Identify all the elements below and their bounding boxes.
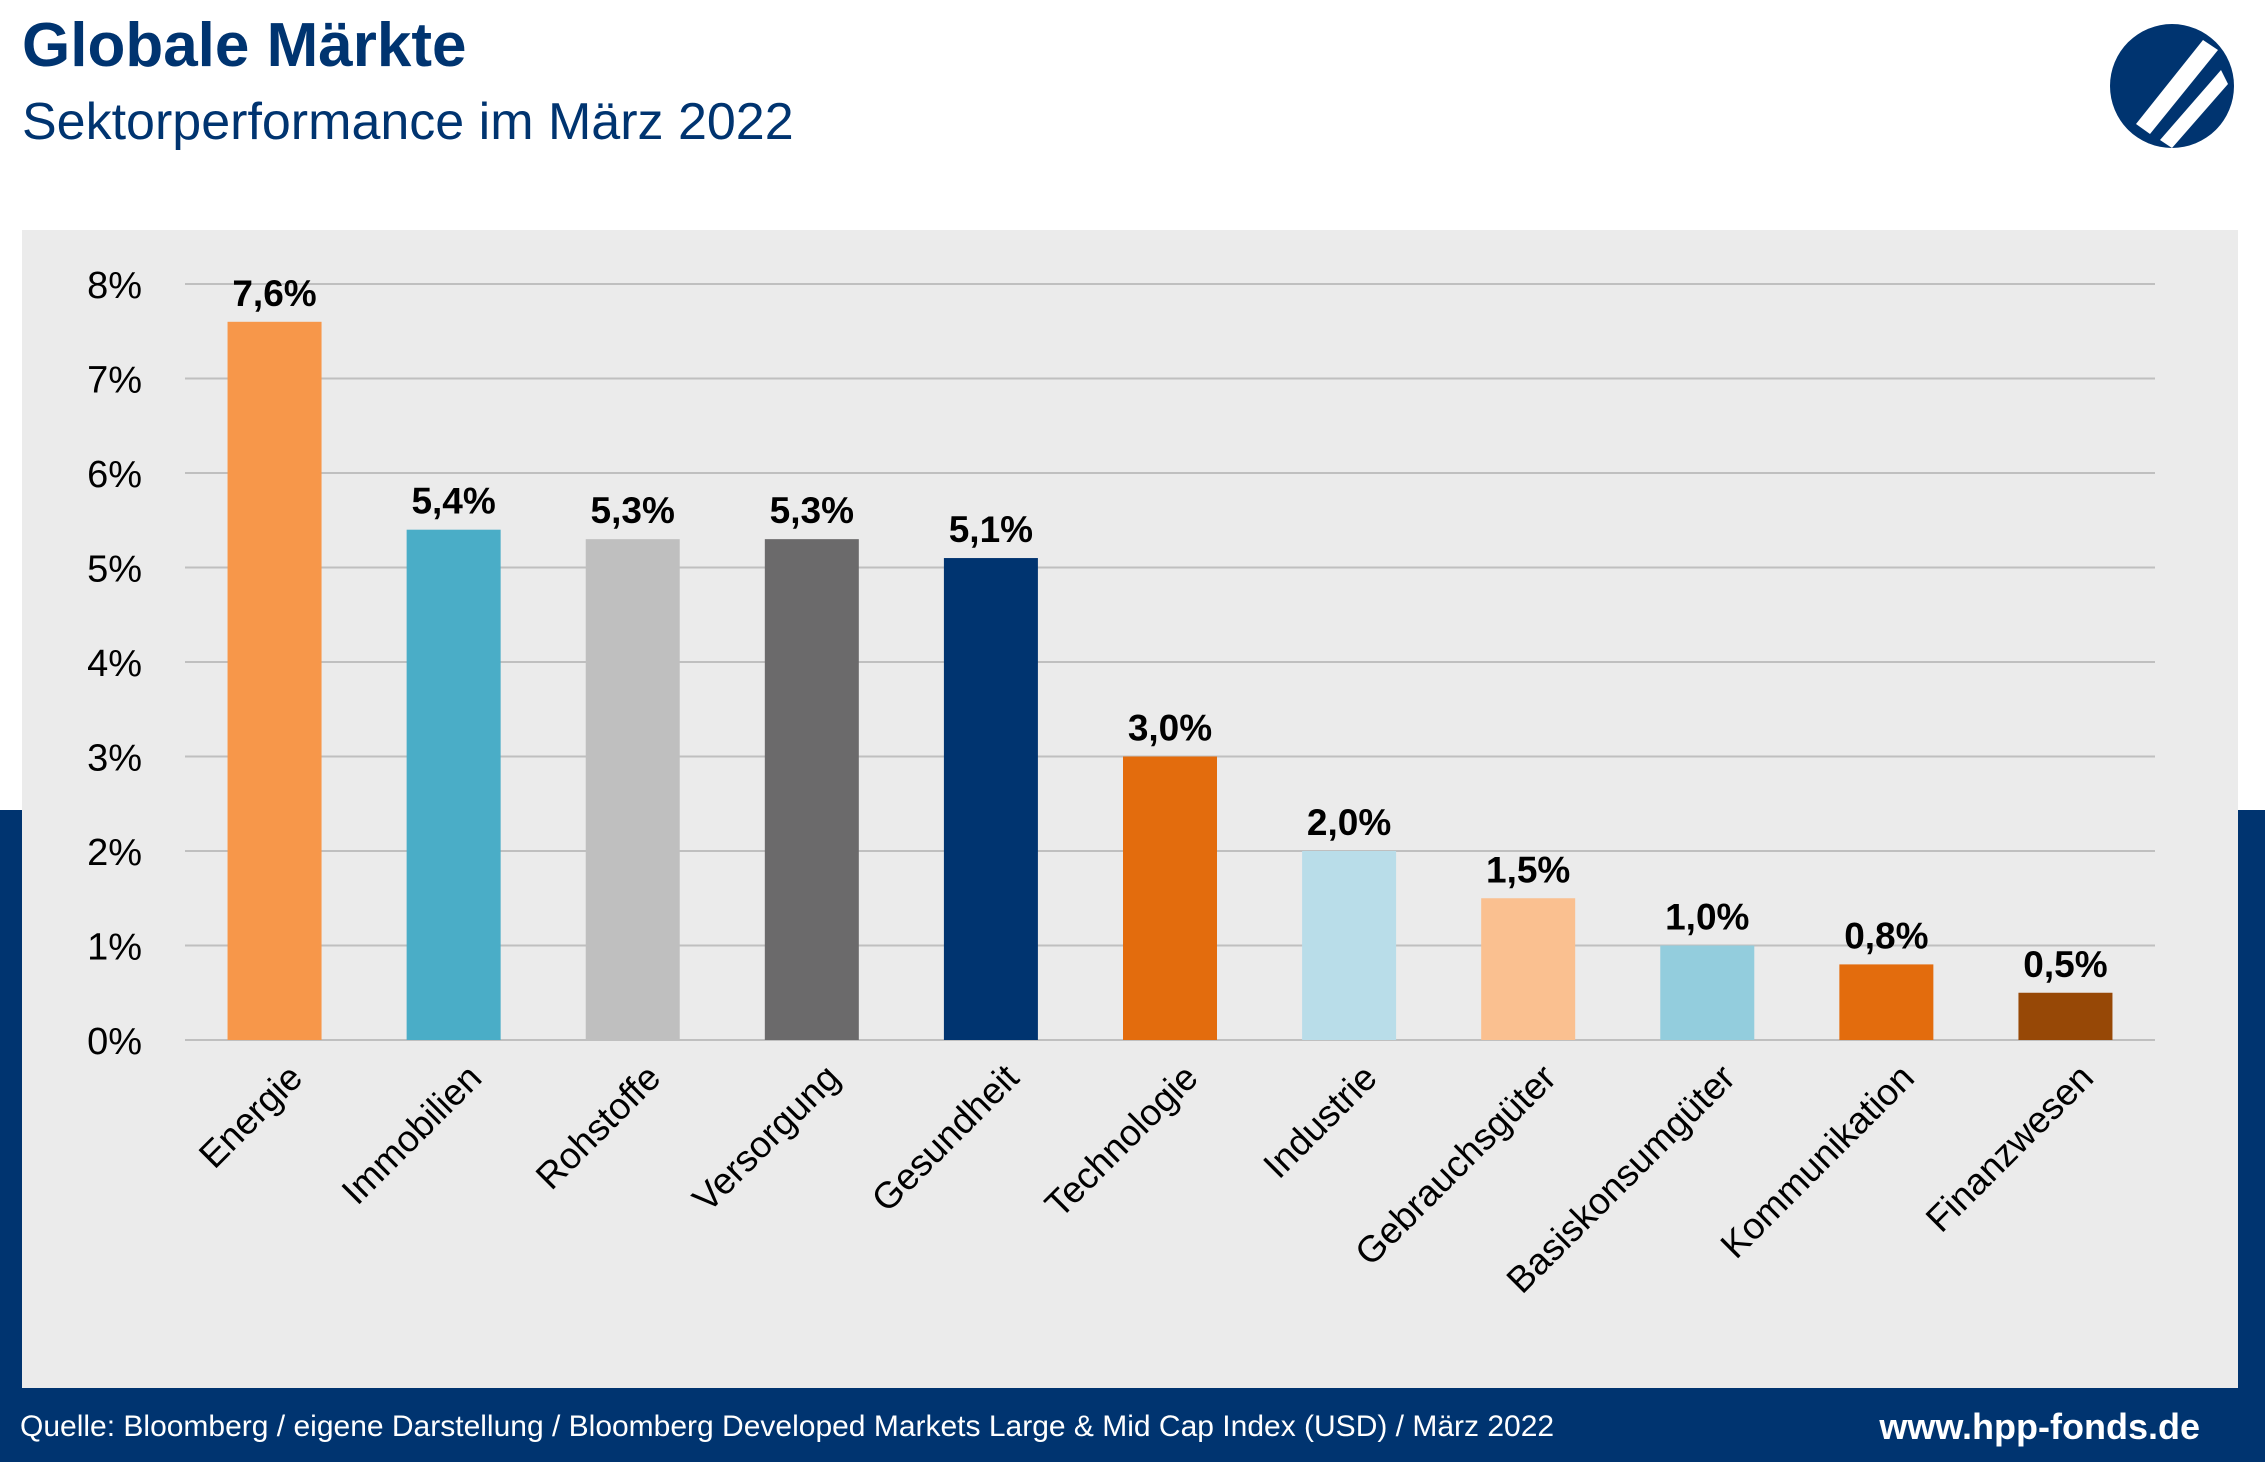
x-tick-label: Immobilien (334, 1057, 489, 1212)
bar (1123, 756, 1217, 1040)
x-tick-label: Gesundheit (864, 1056, 1027, 1219)
x-tick-label: Finanzwesen (1918, 1057, 2101, 1240)
x-tick-label: Energie (191, 1057, 310, 1176)
y-tick-label: 0% (87, 1021, 142, 1063)
data-label: 0,5% (2023, 944, 2107, 985)
hpp-logo-icon (2110, 24, 2234, 148)
data-label: 5,3% (591, 490, 675, 531)
website-link[interactable]: www.hpp-fonds.de (1879, 1406, 2200, 1447)
bar (585, 539, 680, 1040)
bar (1481, 898, 1576, 1040)
x-tick-label: Technologie (1037, 1057, 1206, 1226)
data-label: 5,1% (949, 509, 1033, 550)
bar (1302, 851, 1397, 1040)
bar-chart: 0% 1% 2% 3% 4% 5% 6% 7% 8% 7,6% Energie 5,4% Immobil… (87, 265, 2155, 1301)
data-label: 5,3% (770, 490, 854, 531)
y-tick-label: 7% (87, 360, 142, 402)
y-tick-label: 4% (87, 643, 142, 685)
source-note: Quelle: Bloomberg / eigene Darstellung /… (20, 1410, 1555, 1443)
bar (1660, 945, 1755, 1040)
x-tick-label: Kommunikation (1713, 1057, 1922, 1266)
data-label: 1,0% (1665, 897, 1749, 938)
x-tick-label: Versorgung (685, 1057, 848, 1220)
y-tick-label: 3% (87, 738, 142, 780)
y-tick-label: 5% (87, 549, 142, 591)
data-label: 1,5% (1486, 849, 1570, 890)
chart-panel: 0% 1% 2% 3% 4% 5% 6% 7% 8% 7,6% Energie 5,4% Immobil… (22, 230, 2238, 1388)
data-label: 7,6% (232, 273, 316, 314)
data-label: 5,4% (411, 481, 495, 522)
y-tick-label: 8% (87, 265, 142, 307)
y-tick-label: 6% (87, 454, 142, 496)
bar (1839, 964, 1934, 1040)
y-tick-label: 1% (87, 927, 142, 969)
bar (943, 558, 1038, 1040)
y-tick-label: 2% (87, 832, 142, 874)
data-label: 3,0% (1128, 708, 1212, 749)
x-tick-label: Industrie (1255, 1057, 1384, 1186)
page-subtitle: Sektorperformance im März 2022 (22, 93, 794, 151)
bar (764, 539, 859, 1040)
bar (406, 529, 501, 1040)
page-title: Globale Märkte (22, 11, 467, 80)
bar (2018, 992, 2113, 1040)
bar (227, 321, 322, 1040)
x-tick-label: Rohstoffe (528, 1057, 669, 1198)
data-label: 0,8% (1844, 915, 1928, 956)
data-label: 2,0% (1307, 802, 1391, 843)
